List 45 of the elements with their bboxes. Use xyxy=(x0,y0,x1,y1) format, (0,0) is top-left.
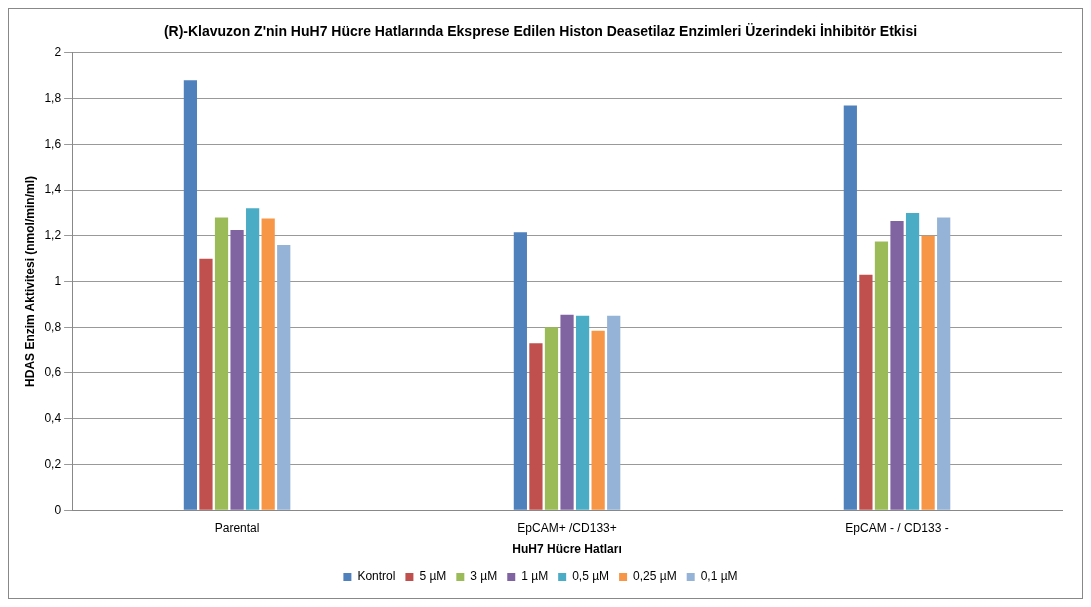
legend-label: Kontrol xyxy=(357,569,396,584)
bar xyxy=(560,314,574,510)
y-tick-label: 1,6 xyxy=(44,136,62,151)
bar xyxy=(183,80,198,510)
legend-label: 1 µM xyxy=(521,569,549,584)
y-tick-label: 0,8 xyxy=(44,319,62,334)
y-tick-label: 1 xyxy=(54,273,62,288)
legend-label: 3 µM xyxy=(470,569,498,584)
legend-label: 0,25 µM xyxy=(633,569,677,584)
x-tick-label: EpCAM+ /CD133+ xyxy=(517,520,617,535)
bar xyxy=(544,327,559,510)
y-tick-label: 2 xyxy=(54,45,62,60)
bar xyxy=(261,218,275,510)
bar xyxy=(905,212,920,510)
y-tick-label: 0,4 xyxy=(44,411,62,426)
bar xyxy=(937,217,951,510)
bar xyxy=(607,315,621,510)
bar xyxy=(230,230,244,510)
bar xyxy=(513,232,527,510)
x-tick-label: Parental xyxy=(214,520,260,535)
bar xyxy=(277,244,291,510)
bar xyxy=(843,105,857,510)
legend-label: 0,1 µM xyxy=(700,569,738,584)
legend-label: 5 µM xyxy=(419,569,447,584)
bar xyxy=(199,258,213,510)
bar xyxy=(874,241,889,510)
x-tick-label: EpCAM - / CD133 - xyxy=(845,520,949,535)
bar xyxy=(214,217,229,510)
bar xyxy=(859,274,873,510)
y-tick-label: 1,2 xyxy=(44,228,62,243)
bar xyxy=(575,315,590,510)
bar xyxy=(890,220,904,510)
x-axis-title: HuH7 Hücre Hatları xyxy=(512,542,622,557)
y-tick-label: 0,2 xyxy=(44,456,62,471)
bar xyxy=(591,330,605,510)
y-axis-title: HDAS Enzim Aktivitesi (nmol/min/ml) xyxy=(22,176,37,387)
bar xyxy=(529,343,543,510)
chart-title: (R)-Klavuzon Z'nin HuH7 Hücre Hatlarında Eksprese Edilen Histon Deasetilaz Enzimleri Üzerindeki İnhibitör Etkisi xyxy=(163,23,918,40)
y-tick-label: 1,4 xyxy=(44,182,62,197)
y-tick-label: 1,8 xyxy=(44,90,62,105)
bar xyxy=(921,235,935,510)
y-tick-label: 0,6 xyxy=(44,365,62,380)
bar xyxy=(246,208,260,510)
y-tick-label: 0 xyxy=(54,502,62,517)
legend-label: 0,5 µM xyxy=(572,569,610,584)
